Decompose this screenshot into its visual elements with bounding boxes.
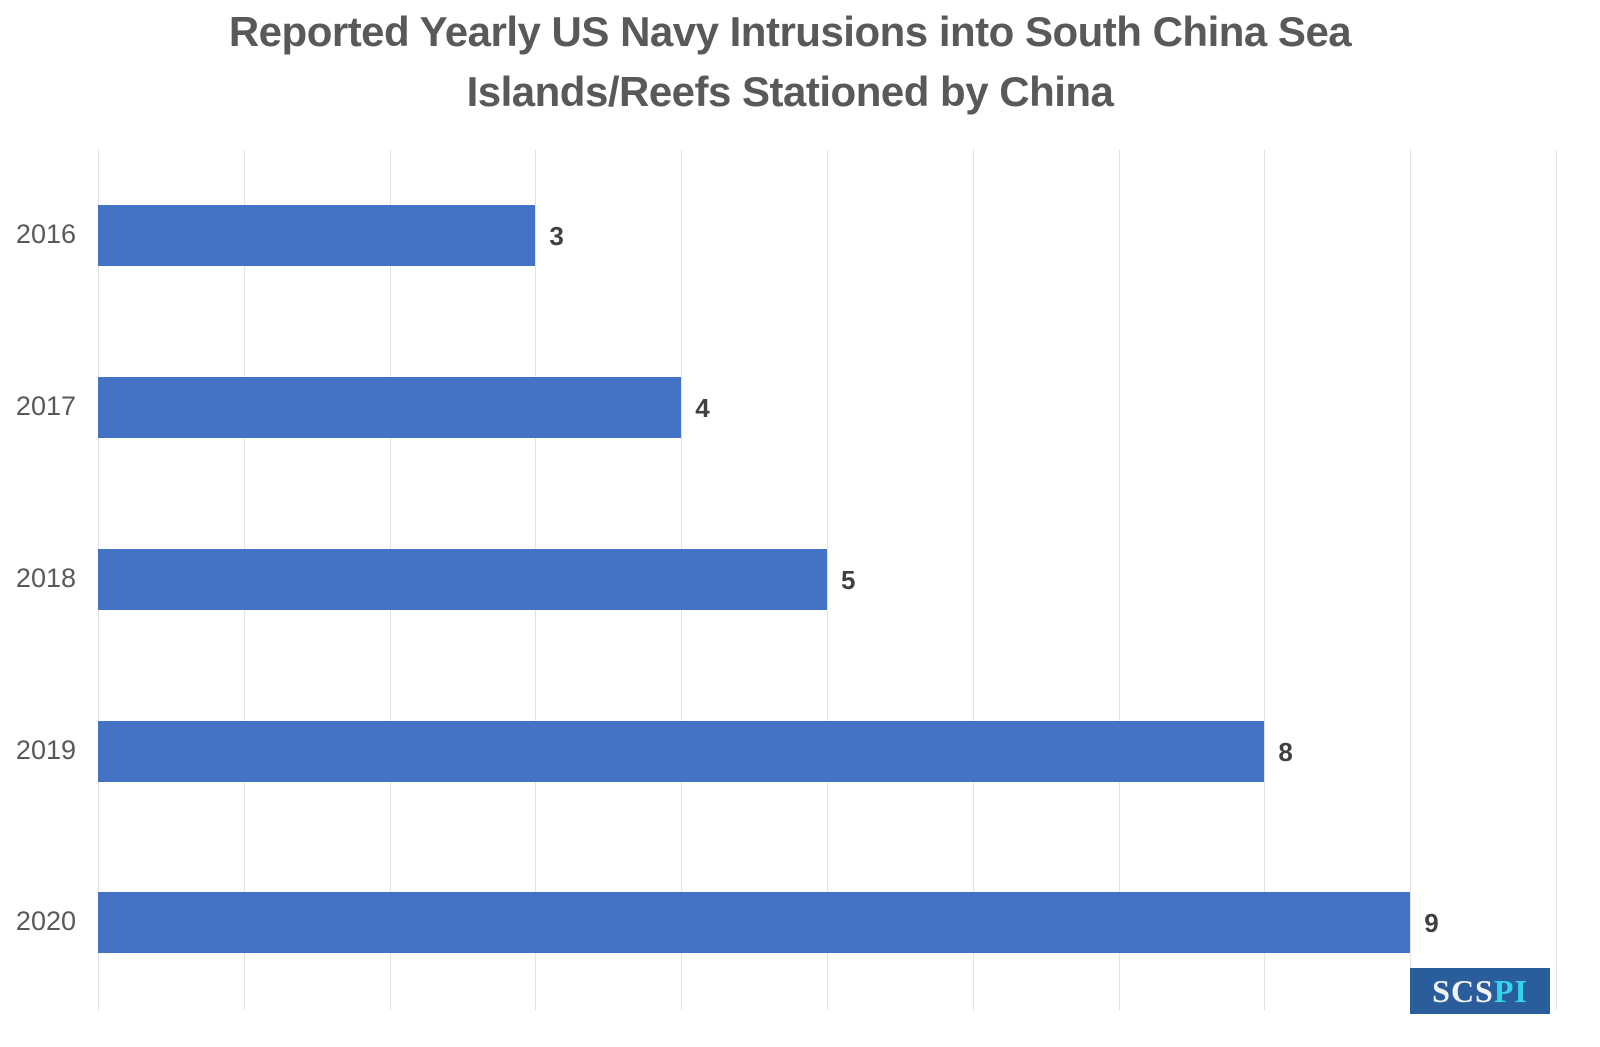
bar-2017 (98, 377, 682, 438)
y-axis-label-2020: 2020 (15, 906, 76, 936)
bar-2020 (98, 892, 1411, 953)
data-label-2018: 5 (841, 565, 856, 595)
y-axis-label-2016: 2016 (15, 219, 76, 249)
y-axis-label-2019: 2019 (15, 735, 76, 765)
data-label-2016: 3 (549, 221, 564, 251)
logo-text-pi: PI (1493, 972, 1528, 1009)
data-label-2020: 9 (1424, 908, 1439, 938)
bar-2016 (98, 205, 536, 266)
gridline (1264, 150, 1266, 1010)
chart-title-line-2: Islands/Reefs Stationed by China (466, 68, 1114, 115)
chart-title-line-1: Reported Yearly US Navy Intrusions into … (228, 8, 1352, 55)
bar-2019 (98, 721, 1265, 782)
scspi-logo: SCS PI (1410, 968, 1550, 1014)
data-label-2019: 8 (1278, 737, 1293, 767)
plot-area: 3 4 5 8 9 (98, 150, 1557, 1010)
data-label-2017: 4 (695, 393, 710, 423)
logo-text-scs: SCS (1432, 972, 1494, 1009)
y-axis-label-2018: 2018 (15, 563, 76, 593)
gridline (1410, 150, 1412, 1010)
y-axis-label-2017: 2017 (15, 391, 76, 421)
bar-2018 (98, 549, 827, 610)
gridline (1118, 150, 1120, 1010)
chart-title: Reported Yearly US Navy Intrusions into … (0, 2, 1580, 122)
gridline (827, 150, 828, 1010)
gridline (1556, 150, 1557, 1010)
gridline (972, 150, 974, 1010)
